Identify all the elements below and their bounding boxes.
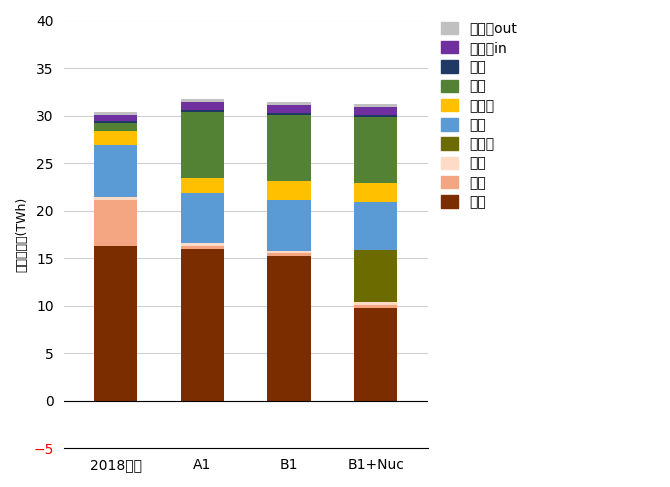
Bar — [267, 105, 311, 112]
Bar — [94, 145, 137, 197]
Bar — [94, 246, 137, 401]
Bar — [94, 200, 137, 246]
Bar — [267, 112, 311, 114]
Bar — [181, 243, 224, 246]
Bar — [354, 116, 397, 183]
Bar — [267, 181, 311, 200]
Bar — [354, 104, 397, 107]
Bar — [267, 253, 311, 256]
Bar — [354, 308, 397, 401]
Bar — [181, 192, 224, 243]
Bar — [354, 305, 397, 308]
Bar — [94, 197, 137, 200]
Bar — [181, 99, 224, 102]
Bar — [181, 178, 224, 192]
Bar — [354, 302, 397, 305]
Bar — [354, 107, 397, 114]
Bar — [267, 250, 311, 253]
Y-axis label: 発電電力量(TWh): 発電電力量(TWh) — [15, 197, 28, 272]
Legend: 連系綰out, 連系綰in, 地熱, 風力, 太陽光, 水力, 原子力, ガス, 石油, 石炭: 連系綰out, 連系綰in, 地熱, 風力, 太陽光, 水力, 原子力, ガス,… — [438, 19, 519, 212]
Bar — [181, 112, 224, 178]
Bar — [94, 123, 137, 131]
Bar — [181, 110, 224, 112]
Bar — [267, 102, 311, 105]
Bar — [354, 183, 397, 202]
Bar — [181, 102, 224, 110]
Bar — [94, 114, 137, 121]
Bar — [94, 112, 137, 114]
Bar — [94, 131, 137, 145]
Bar — [267, 114, 311, 181]
Bar — [354, 250, 397, 302]
Bar — [267, 200, 311, 250]
Bar — [181, 249, 224, 401]
Bar — [354, 202, 397, 250]
Bar — [181, 246, 224, 249]
Bar — [267, 256, 311, 401]
Bar — [94, 121, 137, 123]
Bar — [354, 114, 397, 116]
